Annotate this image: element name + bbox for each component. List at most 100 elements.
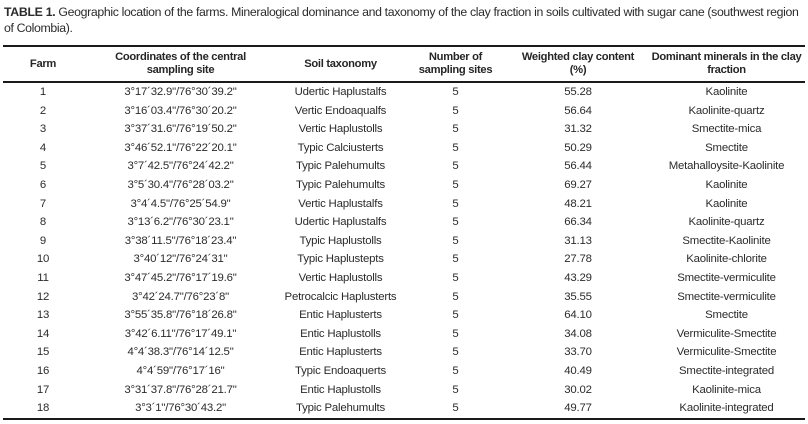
table-row: 5 3°7´42.5"/76°24´42.2" Typic Palehumults 5… (3, 157, 805, 176)
cell-farm: 16 (36, 364, 50, 377)
cell-dominant-minerals: Kaolinite-quartz (688, 104, 765, 117)
table-row: 1 3°17´32.9"/76°30´39.2" Udertic Haplustal… (3, 82, 805, 102)
cell-sampling-sites: 5 (452, 216, 459, 229)
column-header-sampling-sites: Number of sampling sites (403, 46, 508, 83)
cell-dominant-minerals: Metahalloysite-Kaolinite (668, 160, 785, 173)
cell-sampling-sites: 5 (452, 123, 459, 136)
table-row: 11 3°47´45.2"/76°17´19.6" Vertic Haplustol… (3, 269, 805, 288)
cell-sampling-sites: 5 (452, 290, 459, 303)
table-row: 14 3°42´6.11"/76°17´49.1" Entic Haplustoll… (3, 325, 805, 344)
cell-coordinates: 3°31´37.8"/76°28´21.7" (124, 383, 237, 396)
cell-sampling-sites: 5 (452, 346, 459, 359)
cell-soil-taxonomy: Entic Haplusterts (299, 309, 382, 322)
table-row: 16 4°4´59"/76°17´16" Typic Endoaquerts 5 40.… (3, 362, 805, 381)
cell-dominant-minerals: Smectite-Kaolinite (682, 234, 771, 247)
cell-coordinates: 3°3´1"/76°30´43.2" (135, 402, 226, 415)
table-caption-text: Geographic location of the farms. Minera… (4, 5, 799, 35)
cell-farm: 13 (36, 309, 50, 322)
column-header-farm: Farm (3, 46, 83, 83)
cell-clay-content: 40.49 (564, 364, 592, 377)
cell-coordinates: 3°13´6.2"/76°30´23.1" (127, 216, 234, 229)
cell-dominant-minerals: Kaolinite (705, 178, 748, 191)
table-header-row: Farm Coordinates of the central sampling… (3, 46, 805, 83)
cell-farm: 9 (39, 234, 47, 247)
cell-soil-taxonomy: Vertic Haplustolls (298, 123, 383, 136)
cell-farm: 2 (39, 104, 47, 117)
cell-sampling-sites: 5 (452, 402, 459, 415)
cell-sampling-sites: 5 (452, 160, 459, 173)
cell-farm: 18 (36, 402, 50, 415)
table-caption-number: TABLE 1. (4, 5, 56, 19)
cell-coordinates: 3°37´31.6"/76°19´50.2" (124, 123, 237, 136)
cell-clay-content: 34.08 (564, 327, 592, 340)
column-header-soil-taxonomy: Soil taxonomy (278, 46, 403, 83)
table-header: Farm Coordinates of the central sampling… (3, 46, 805, 83)
cell-sampling-sites: 5 (452, 234, 459, 247)
table-body: 1 3°17´32.9"/76°30´39.2" Udertic Haplustal… (3, 82, 805, 419)
cell-dominant-minerals: Vermiculite-Smectite (676, 327, 777, 340)
cell-clay-content: 30.02 (564, 383, 592, 396)
cell-farm: 4 (39, 141, 47, 154)
cell-soil-taxonomy: Typic Calciusterts (297, 141, 384, 154)
cell-coordinates: 3°4´4.5"/76°25´54.9" (130, 197, 231, 210)
table-row: 10 3°40´12"/76°24´31" Typic Haplustepts 5 27… (3, 250, 805, 269)
cell-dominant-minerals: Kaolinite (705, 197, 748, 210)
cell-sampling-sites: 5 (452, 364, 459, 377)
cell-soil-taxonomy: Typic Haplustepts (297, 253, 384, 266)
table-row: 3 3°37´31.6"/76°19´50.2" Vertic Haplustoll… (3, 120, 805, 139)
cell-farm: 5 (39, 160, 47, 173)
cell-dominant-minerals: Kaolinite-integrated (679, 402, 774, 415)
cell-dominant-minerals: Kaolinite-quartz (688, 216, 765, 229)
cell-coordinates: 4°4´38.3"/76°14´12.5" (127, 346, 234, 359)
cell-clay-content: 27.78 (564, 253, 592, 266)
cell-soil-taxonomy: Typic Palehumults (295, 160, 386, 173)
cell-dominant-minerals: Kaolinite-mica (692, 383, 761, 396)
cell-clay-content: 31.32 (564, 123, 592, 136)
cell-sampling-sites: 5 (452, 197, 459, 210)
cell-sampling-sites: 5 (452, 271, 459, 284)
cell-clay-content: 64.10 (564, 309, 592, 322)
cell-sampling-sites: 5 (452, 86, 459, 98)
table-row: 9 3°38´11.5"/76°18´23.4" Typic Haplustolls… (3, 232, 805, 251)
cell-dominant-minerals: Smectite-vermiculite (677, 290, 776, 303)
cell-sampling-sites: 5 (452, 383, 459, 396)
table-row: 13 3°55´35.8"/76°18´26.8" Entic Haplustert… (3, 306, 805, 325)
cell-sampling-sites: 5 (452, 253, 459, 266)
cell-coordinates: 3°5´30.4"/76°28´03.2" (127, 178, 234, 191)
cell-sampling-sites: 5 (452, 178, 459, 191)
cell-farm: 7 (39, 197, 47, 210)
cell-clay-content: 35.55 (564, 290, 592, 303)
cell-soil-taxonomy: Udertic Haplustalfs (294, 86, 387, 98)
cell-sampling-sites: 5 (452, 104, 459, 117)
column-header-coordinates: Coordinates of the central sampling site (83, 46, 278, 83)
table-row: 7 3°4´4.5"/76°25´54.9" Vertic Haplustalfs 5… (3, 195, 805, 214)
cell-soil-taxonomy: Entic Haplusterts (299, 346, 382, 359)
table-row: 8 3°13´6.2"/76°30´23.1" Udertic Haplustalf… (3, 213, 805, 232)
cell-soil-taxonomy: Vertic Haplustolls (298, 271, 383, 284)
cell-clay-content: 33.70 (564, 346, 592, 359)
cell-coordinates: 3°16´03.4"/76°30´20.2" (124, 104, 237, 117)
cell-clay-content: 66.34 (564, 216, 592, 229)
cell-dominant-minerals: Smectite (705, 309, 748, 322)
cell-dominant-minerals: Smectite-vermiculite (677, 271, 776, 284)
cell-clay-content: 56.64 (564, 104, 592, 117)
table-row: 6 3°5´30.4"/76°28´03.2" Typic Palehumults 5… (3, 176, 805, 195)
cell-clay-content: 56.44 (564, 160, 592, 173)
cell-clay-content: 69.27 (564, 178, 592, 191)
table-row: 4 3°46´52.1"/76°22´20.1" Typic Calciustert… (3, 139, 805, 158)
cell-coordinates: 3°42´24.7"/76°23´8" (132, 290, 229, 303)
table-row: 2 3°16´03.4"/76°30´20.2" Vertic Endoaqualf… (3, 102, 805, 121)
cell-clay-content: 48.21 (564, 197, 592, 210)
column-header-dominant-minerals: Dominant minerals in the clay fraction (648, 46, 805, 83)
cell-coordinates: 3°7´42.5"/76°24´42.2" (127, 160, 234, 173)
cell-soil-taxonomy: Udertic Haplustalfs (294, 216, 387, 229)
cell-soil-taxonomy: Entic Haplustolls (300, 383, 381, 396)
cell-soil-taxonomy: Vertic Endoaqualfs (294, 104, 387, 117)
cell-clay-content: 50.29 (564, 141, 592, 154)
cell-soil-taxonomy: Petrocalcic Haplusterts (284, 290, 397, 303)
cell-farm: 15 (36, 346, 50, 359)
cell-clay-content: 31.13 (564, 234, 592, 247)
cell-clay-content: 55.28 (564, 86, 592, 98)
cell-dominant-minerals: Kaolinite-chlorite (686, 253, 767, 266)
